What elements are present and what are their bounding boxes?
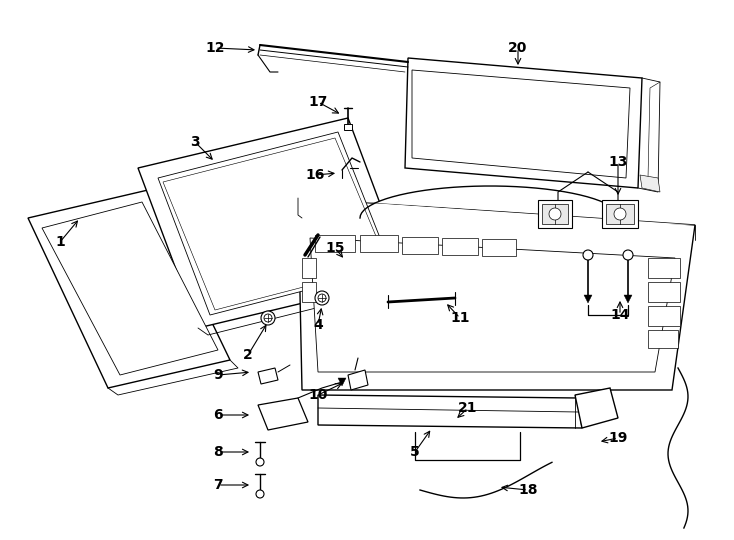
Text: 9: 9 [213,368,223,382]
Polygon shape [542,204,568,224]
Text: 19: 19 [608,431,628,445]
Polygon shape [338,378,346,386]
Polygon shape [298,198,695,390]
Polygon shape [42,202,218,375]
Polygon shape [360,235,398,252]
Circle shape [264,314,272,322]
Text: 13: 13 [608,155,628,169]
Polygon shape [28,190,230,388]
Text: 10: 10 [308,388,327,402]
Polygon shape [258,398,308,430]
Circle shape [549,208,561,220]
Polygon shape [482,239,516,256]
Polygon shape [575,388,618,428]
Circle shape [614,208,626,220]
Polygon shape [606,204,634,224]
Polygon shape [538,200,572,228]
Circle shape [583,250,593,260]
Polygon shape [344,124,352,130]
Text: 12: 12 [206,41,225,55]
Text: 7: 7 [213,478,223,492]
Polygon shape [310,238,675,372]
Circle shape [315,291,329,305]
Polygon shape [624,295,632,303]
Text: 2: 2 [243,348,253,362]
Circle shape [261,311,275,325]
Text: 15: 15 [325,241,345,255]
Text: 6: 6 [213,408,223,422]
Polygon shape [405,58,642,188]
Text: 11: 11 [450,311,470,325]
Text: 17: 17 [308,95,327,109]
Polygon shape [315,235,355,252]
Circle shape [256,490,264,498]
Polygon shape [402,237,438,254]
Polygon shape [158,132,392,315]
Text: 18: 18 [518,483,538,497]
Polygon shape [648,330,678,348]
Polygon shape [298,186,695,225]
Polygon shape [138,118,408,328]
Circle shape [318,294,326,302]
Text: 14: 14 [610,308,630,322]
Polygon shape [302,282,316,302]
Text: 8: 8 [213,445,223,459]
Polygon shape [648,258,680,278]
Text: 3: 3 [190,135,200,149]
Text: 21: 21 [458,401,478,415]
Polygon shape [442,238,478,255]
Polygon shape [648,282,680,302]
Polygon shape [302,258,316,278]
Text: 1: 1 [55,235,65,249]
Text: 16: 16 [305,168,324,182]
Polygon shape [258,368,278,384]
Text: 20: 20 [509,41,528,55]
Text: 4: 4 [313,318,323,332]
Polygon shape [640,175,660,192]
Polygon shape [648,306,680,326]
Circle shape [623,250,633,260]
Text: 5: 5 [410,445,420,459]
Polygon shape [348,370,368,390]
Polygon shape [602,200,638,228]
Polygon shape [412,70,630,178]
Polygon shape [584,295,592,303]
Circle shape [256,458,264,466]
Polygon shape [318,395,582,428]
Polygon shape [163,138,388,310]
